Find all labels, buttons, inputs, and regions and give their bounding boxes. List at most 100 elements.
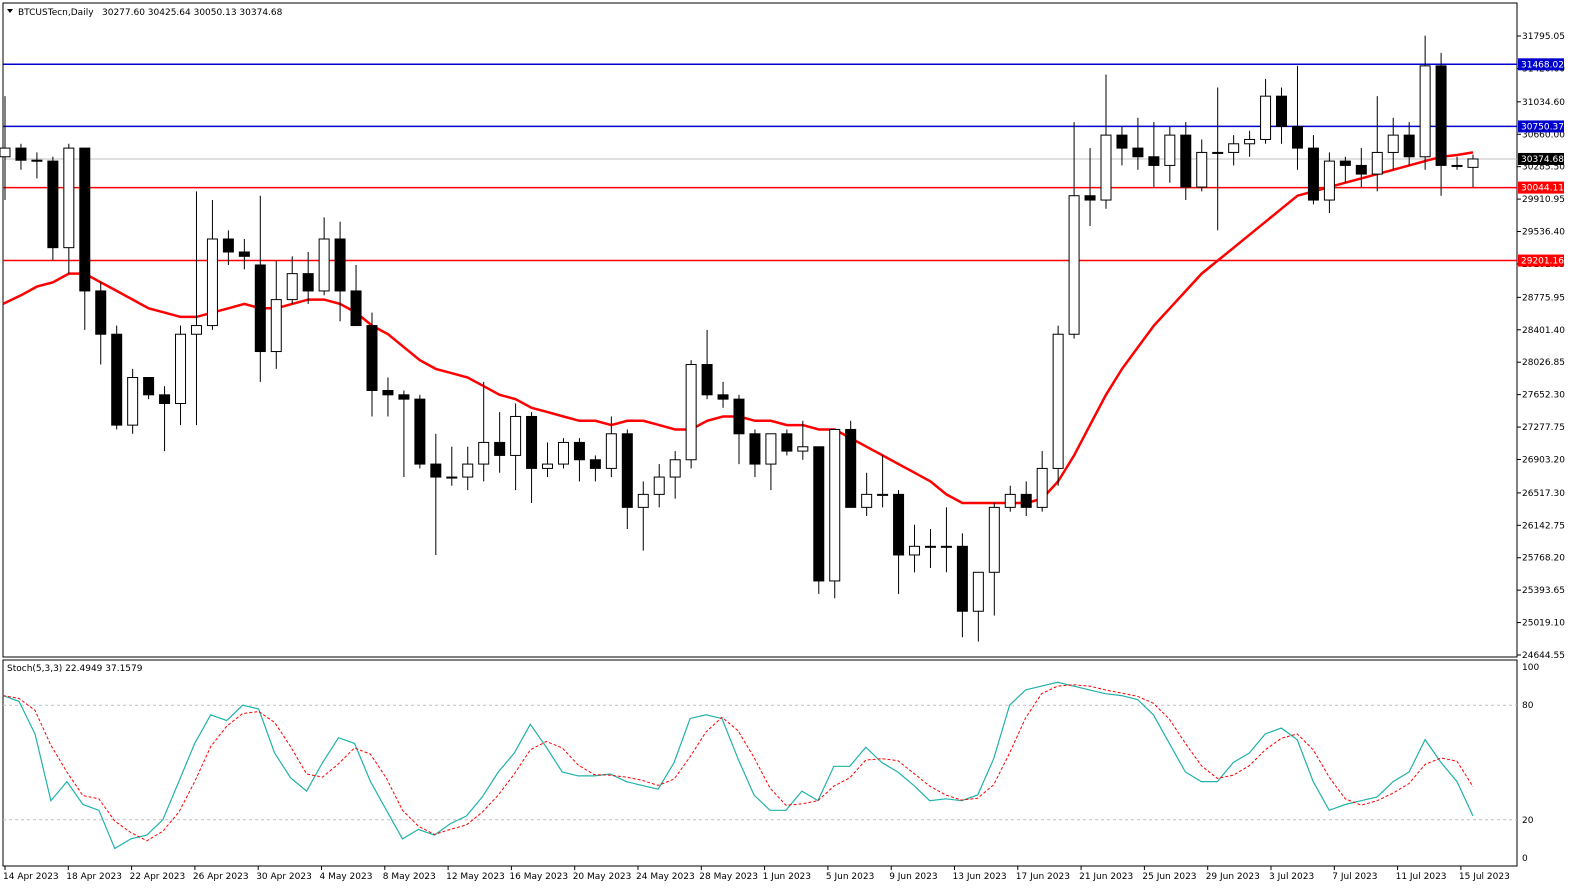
candle-body [701, 364, 713, 396]
stoch-signal-line [2, 684, 1474, 842]
candle [510, 403, 522, 491]
price-tag-label: 31468.02 [1521, 60, 1564, 70]
candle-body [15, 147, 27, 161]
candle-body [1148, 156, 1160, 166]
candle [685, 360, 697, 469]
date-tick-label: 30 Apr 2023 [256, 872, 312, 882]
candle [781, 429, 793, 456]
candle-body [1244, 138, 1256, 145]
ma-polyline [2, 151, 1474, 505]
candle-body [637, 493, 649, 508]
candle [1164, 126, 1176, 183]
candle [940, 507, 952, 573]
candle [542, 442, 554, 478]
candle-body [685, 364, 697, 461]
candle-body [1355, 164, 1367, 175]
candle [0, 96, 11, 201]
date-tick-label: 12 May 2023 [446, 872, 505, 882]
candle [893, 490, 905, 594]
candle [1196, 139, 1208, 192]
candle-body [797, 446, 809, 452]
candle-body [1116, 134, 1128, 149]
price-tick-label: 25019.10 [1522, 619, 1565, 629]
candle-body [318, 238, 330, 292]
candle [813, 446, 825, 594]
candle-body [1260, 95, 1272, 140]
candle-body [1196, 151, 1208, 188]
candle [1036, 451, 1048, 512]
candle [1180, 122, 1192, 201]
candle-body [63, 147, 75, 249]
candle-body [829, 428, 841, 582]
candle [111, 325, 123, 430]
candle-body [0, 147, 11, 158]
candle [1132, 117, 1144, 170]
candle [382, 377, 394, 417]
header-arrow-icon[interactable] [7, 9, 13, 13]
stoch-tick-label: 80 [1522, 701, 1534, 711]
candle [717, 381, 729, 408]
date-tick-label: 28 May 2023 [699, 872, 758, 882]
candle [79, 147, 91, 330]
candle [956, 533, 968, 638]
date-tick-label: 8 May 2023 [383, 872, 436, 882]
candle-body [924, 545, 936, 548]
candle [605, 416, 617, 478]
date-tick-label: 25 Jun 2023 [1142, 872, 1196, 882]
date-tick-label: 5 Jun 2023 [826, 872, 874, 882]
candle-body [79, 147, 91, 292]
candle-body [494, 441, 506, 456]
candle [430, 433, 442, 555]
candle-body [1228, 143, 1240, 153]
candle-body [557, 441, 569, 465]
date-tick-label: 16 May 2023 [509, 872, 568, 882]
candle-body [286, 273, 298, 301]
candle-body [956, 545, 968, 612]
candle [478, 381, 490, 482]
date-tick-label: 17 Jun 2023 [1016, 872, 1070, 882]
candle [589, 455, 601, 482]
candle-body [159, 394, 171, 404]
date-tick-label: 22 Apr 2023 [130, 872, 186, 882]
header-ohlc: 30277.60 30425.64 30050.13 30374.68 [102, 8, 283, 18]
candle [1291, 65, 1303, 170]
candle [462, 446, 474, 491]
price-tags: 31468.02 30750.37 30044.11 29201.16 30374.68 [1518, 58, 1564, 267]
candle-body [1276, 95, 1288, 127]
candle [733, 394, 745, 465]
candle [1244, 130, 1256, 157]
candle [924, 529, 936, 568]
candle [350, 264, 362, 327]
candle [1355, 148, 1367, 188]
candle [765, 433, 777, 491]
candle [286, 256, 298, 304]
date-tick-label: 1 Jun 2023 [763, 872, 811, 882]
stoch-pane-border [2, 659, 1518, 867]
candle-body [1180, 134, 1192, 188]
candle-body [1323, 160, 1335, 201]
date-tick-label: 4 May 2023 [320, 872, 373, 882]
candle [190, 191, 202, 426]
price-tick-label: 24644.55 [1522, 651, 1565, 661]
candle [1276, 87, 1288, 144]
candle [446, 446, 458, 486]
candle-body [254, 264, 266, 353]
candle [526, 412, 538, 504]
candle-body [111, 333, 123, 426]
candle-body [47, 160, 59, 249]
candle-body [1100, 134, 1112, 201]
price-tick-label: 27652.30 [1522, 391, 1565, 401]
candle-body [127, 377, 139, 426]
candle-body [589, 459, 601, 469]
candle [334, 221, 346, 322]
moving-average-line [2, 151, 1474, 505]
candle-body [1339, 160, 1351, 166]
candle-body [1467, 158, 1479, 168]
candle [1339, 156, 1351, 183]
price-tag-label: 30750.37 [1521, 122, 1564, 132]
candle [159, 386, 171, 452]
date-tick-label: 29 Jun 2023 [1206, 872, 1260, 882]
candle [861, 472, 873, 517]
stochastic-panel: 100 80 20 0 [2, 663, 1539, 864]
candle [270, 260, 282, 369]
